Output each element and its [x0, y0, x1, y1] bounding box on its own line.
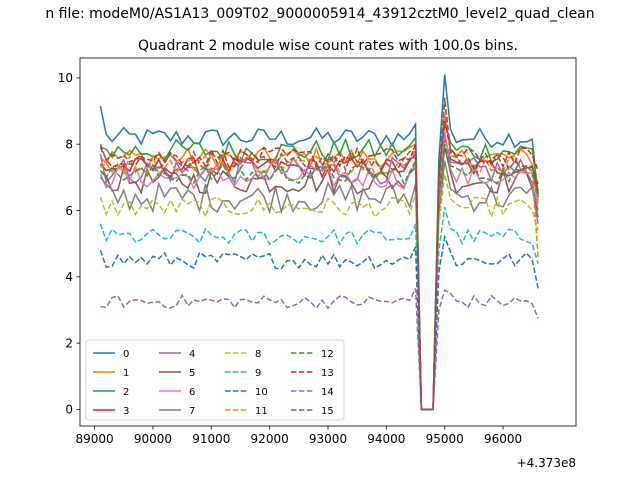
legend-label-5: 5	[189, 368, 195, 379]
x-tick-label: 94000	[367, 432, 405, 446]
legend-label-15: 15	[321, 406, 334, 417]
legend-label-2: 2	[123, 387, 129, 398]
legend-label-11: 11	[255, 406, 268, 417]
y-tick-label: 6	[65, 204, 73, 218]
axes-layer: 89000 90000 91000 92000 93000 94000 95000 96000…	[58, 57, 577, 446]
legend-label-14: 14	[321, 387, 334, 398]
legend-label-12: 12	[321, 349, 334, 360]
y-tick-label: 10	[58, 71, 73, 85]
x-tick-label: 95000	[426, 432, 464, 446]
legend-label-7: 7	[189, 406, 195, 417]
y-tick-label: 0	[65, 403, 73, 417]
x-tick-label: 91000	[192, 432, 230, 446]
series-line-0	[99, 74, 539, 411]
series-line-7	[99, 160, 539, 411]
legend-box	[85, 339, 345, 421]
legend-label-13: 13	[321, 368, 334, 379]
x-tick-label: 90000	[134, 432, 172, 446]
series-line-15	[99, 97, 539, 411]
series-line-8	[99, 173, 539, 411]
legend-label-1: 1	[123, 368, 129, 379]
x-tick-label: 96000	[484, 432, 522, 446]
legend-label-10: 10	[255, 387, 268, 398]
series-line-4	[99, 134, 539, 411]
y-tick-label: 8	[65, 137, 73, 151]
legend-label-0: 0	[123, 349, 129, 360]
series-line-12	[99, 144, 539, 411]
series-line-14	[100, 288, 539, 411]
legend-label-8: 8	[255, 349, 261, 360]
y-tick-label: 4	[65, 270, 73, 284]
series-line-9	[99, 206, 539, 411]
y-tick-label: 2	[65, 336, 73, 350]
series-line-5	[99, 147, 539, 411]
series-line-13	[99, 120, 539, 411]
series-line-2	[100, 124, 539, 411]
chart-title: Quadrant 2 module wise count rates with …	[138, 38, 518, 54]
legend-label-3: 3	[123, 406, 129, 417]
series-line-10	[99, 234, 539, 411]
legend-label-6: 6	[189, 387, 195, 398]
figure-suptitle: n file: modeM0/AS1A13_009T02_9000005914_…	[45, 6, 594, 22]
x-axis-offset-label: +4.373e8	[517, 456, 576, 470]
x-tick-label: 92000	[251, 432, 289, 446]
x-tick-label: 89000	[75, 432, 113, 446]
legend-label-9: 9	[255, 368, 261, 379]
x-tick-label: 93000	[309, 432, 347, 446]
legend-label-4: 4	[189, 349, 195, 360]
series-lines-layer	[99, 74, 539, 411]
